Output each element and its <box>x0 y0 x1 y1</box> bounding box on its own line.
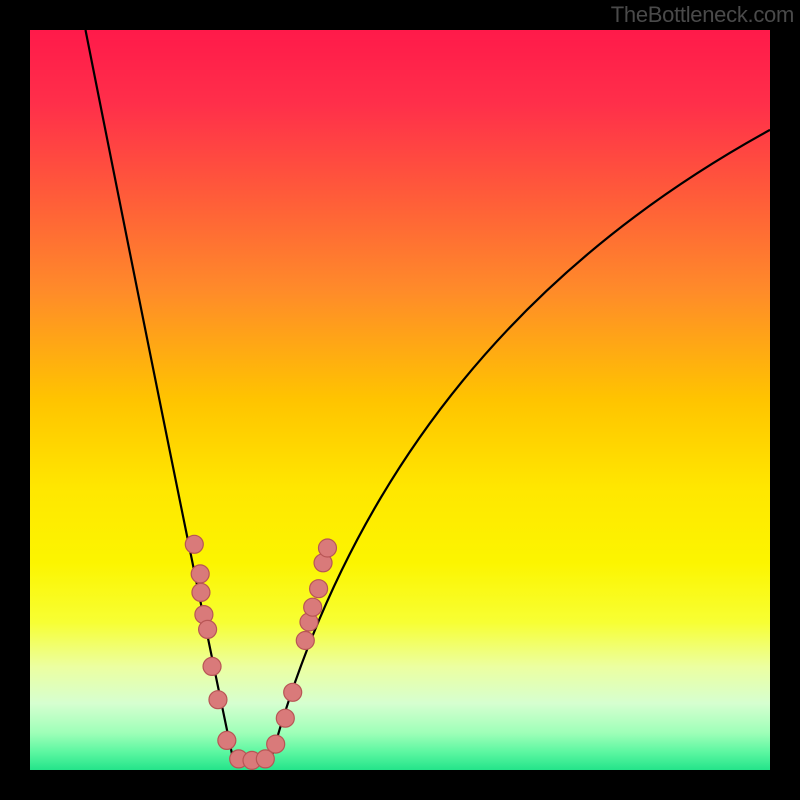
data-marker <box>185 535 203 553</box>
data-marker <box>203 657 221 675</box>
data-marker <box>199 620 217 638</box>
watermark-text: TheBottleneck.com <box>611 2 794 28</box>
data-marker <box>318 539 336 557</box>
data-marker <box>284 683 302 701</box>
chart-outer: TheBottleneck.com <box>0 0 800 800</box>
gradient-background <box>30 30 770 770</box>
data-marker <box>209 691 227 709</box>
chart-svg <box>30 30 770 770</box>
data-marker <box>218 731 236 749</box>
data-marker <box>296 632 314 650</box>
data-marker <box>310 580 328 598</box>
data-marker <box>267 735 285 753</box>
data-marker <box>191 565 209 583</box>
plot-area <box>30 30 770 770</box>
data-marker <box>304 598 322 616</box>
data-marker <box>276 709 294 727</box>
data-marker <box>192 583 210 601</box>
